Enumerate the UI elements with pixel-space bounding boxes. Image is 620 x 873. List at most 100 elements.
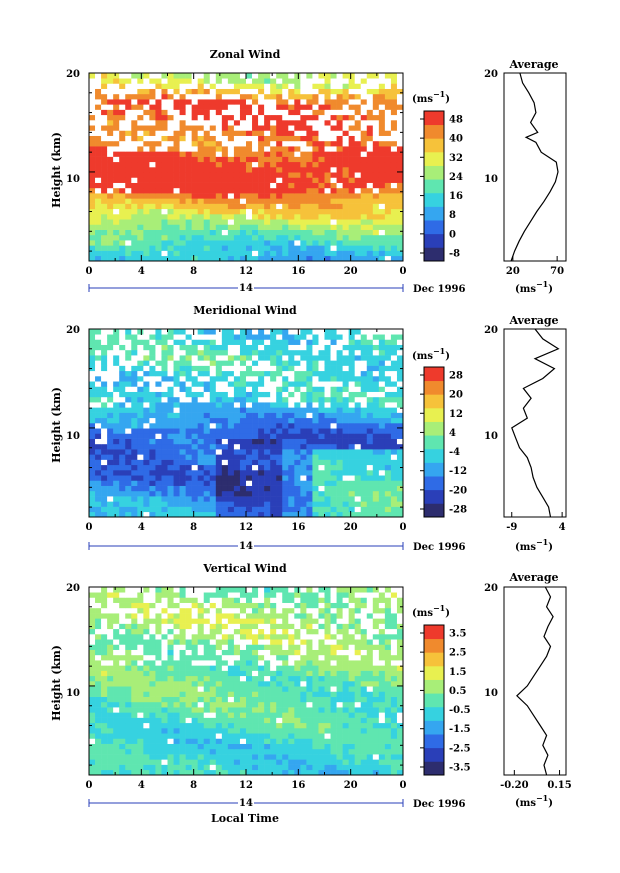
heatmap-cell xyxy=(252,219,259,225)
heatmap-cell xyxy=(372,696,380,703)
heatmap-cell xyxy=(101,670,108,677)
heatmap-cell xyxy=(191,146,198,152)
heatmap-cell xyxy=(209,470,217,476)
heatmap-cell xyxy=(215,339,223,345)
heatmap-cell xyxy=(348,203,355,210)
heatmap-cell xyxy=(143,490,150,497)
heatmap-cell xyxy=(173,151,180,157)
heatmap-cell xyxy=(270,759,277,765)
heatmap-cell xyxy=(197,675,205,682)
heatmap-cell xyxy=(221,140,229,147)
heatmap-cell xyxy=(378,161,386,168)
heatmap-cell xyxy=(143,172,150,178)
heatmap-cell xyxy=(221,480,229,486)
heatmap-cell xyxy=(348,140,355,147)
heatmap-cell xyxy=(360,759,368,765)
heatmap-cell xyxy=(107,480,114,486)
heatmap-cell xyxy=(384,449,392,455)
heatmap-cell xyxy=(185,733,192,739)
x-tick-labels: 0 4 8 12 16 20 0 xyxy=(86,522,407,533)
heatmap-cell xyxy=(197,722,205,729)
heatmap-cell xyxy=(354,83,362,89)
heatmap-cell xyxy=(312,396,319,403)
heatmap-cell xyxy=(221,696,229,703)
heatmap-cell xyxy=(366,733,374,739)
heatmap-cell xyxy=(119,511,126,517)
heatmap-cell xyxy=(282,506,289,513)
heatmap-cell xyxy=(354,717,362,724)
heatmap-cell xyxy=(167,140,174,147)
heatmap-cell xyxy=(312,391,319,398)
heatmap-cell xyxy=(288,355,295,361)
heatmap-cell xyxy=(95,407,102,413)
heatmap-cell xyxy=(372,172,380,178)
heatmap-cell xyxy=(113,177,120,183)
heatmap-cell xyxy=(372,470,380,476)
heatmap-cell xyxy=(354,412,362,419)
heatmap-cell xyxy=(239,99,247,105)
heatmap-cell xyxy=(366,161,374,168)
heatmap-cell xyxy=(143,712,150,718)
heatmap-cell xyxy=(306,485,313,492)
heatmap-cell xyxy=(101,454,108,460)
heatmap-cell xyxy=(372,109,380,116)
heatmap-cell xyxy=(119,412,126,419)
heatmap-cell xyxy=(221,109,229,116)
heatmap-cell xyxy=(239,402,247,408)
heatmap-cell xyxy=(396,250,403,257)
heatmap-cell xyxy=(209,187,217,194)
heatmap-cell xyxy=(288,219,295,225)
heatmap-cell xyxy=(221,83,229,89)
heatmap-cell xyxy=(215,167,223,173)
heatmap-cell xyxy=(384,443,392,450)
heatmap-cell xyxy=(185,182,192,189)
heatmap-cell xyxy=(167,161,174,168)
heatmap-cell xyxy=(390,738,398,744)
heatmap-cell xyxy=(276,83,283,89)
heatmap-cell xyxy=(270,470,277,476)
heatmap-cell xyxy=(360,73,368,79)
heatmap-cell xyxy=(360,464,368,471)
heatmap-cell xyxy=(221,464,229,471)
heatmap-cell xyxy=(330,193,337,199)
heatmap-cell xyxy=(384,140,392,147)
heatmap-cell xyxy=(227,407,235,413)
heatmap-cell xyxy=(378,177,386,183)
heatmap-cell xyxy=(300,681,307,687)
heatmap-cell xyxy=(252,104,259,110)
heatmap-cell xyxy=(300,449,307,455)
heatmap-cell xyxy=(288,172,295,178)
heatmap-cell xyxy=(167,722,174,729)
heatmap-cell xyxy=(366,193,374,199)
heatmap-cell xyxy=(143,733,150,739)
heatmap-cell xyxy=(294,109,301,116)
heatmap-cell xyxy=(161,459,168,466)
heatmap-cell xyxy=(378,339,386,345)
heatmap-cell xyxy=(173,759,180,765)
heatmap-cell xyxy=(167,182,174,189)
heatmap-cell xyxy=(161,748,168,755)
heatmap-cell xyxy=(294,360,301,366)
heatmap-cell xyxy=(239,208,247,215)
heatmap-cell xyxy=(209,759,217,765)
heatmap-cell xyxy=(137,125,144,131)
heatmap-cell xyxy=(246,707,253,713)
heatmap-cell xyxy=(294,496,301,502)
heatmap-cell xyxy=(288,229,295,236)
heatmap-cell xyxy=(360,172,368,178)
heatmap-cell xyxy=(215,344,223,351)
colorbar-tick-label: -28 xyxy=(449,505,467,516)
heatmap-cell xyxy=(348,417,355,424)
heatmap-cell xyxy=(282,707,289,713)
heatmap-cell xyxy=(173,146,180,152)
heatmap-cell xyxy=(203,73,211,79)
heatmap-cell xyxy=(294,423,301,429)
heatmap-cell xyxy=(125,140,132,147)
heatmap-cell xyxy=(155,365,162,372)
heatmap-cell xyxy=(282,675,289,682)
heatmap-field xyxy=(89,73,403,261)
heatmap-cell xyxy=(378,764,386,771)
heatmap-cell xyxy=(215,402,223,408)
heatmap-cell xyxy=(282,754,289,760)
heatmap-cell xyxy=(246,759,253,765)
